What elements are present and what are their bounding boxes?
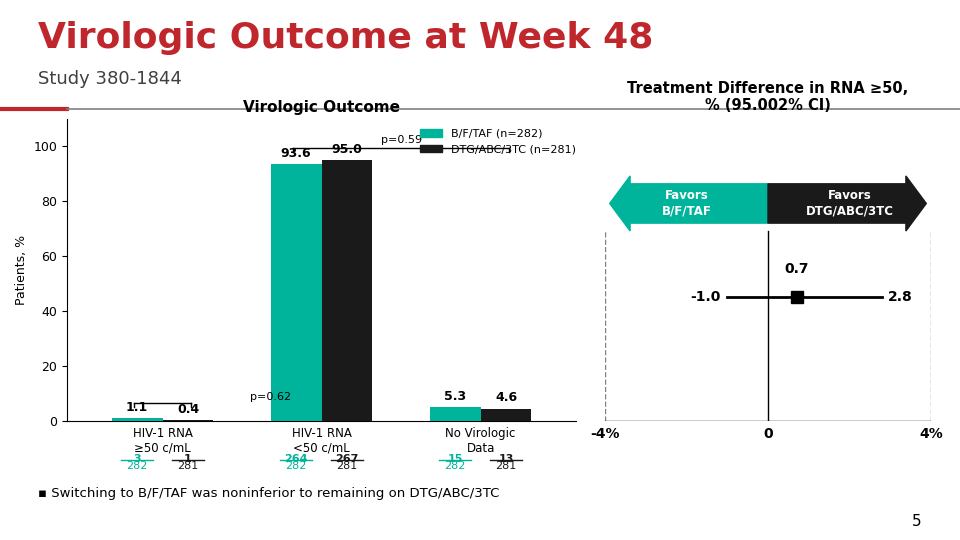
Text: 267: 267 [335,454,359,464]
Text: 282: 282 [285,461,307,471]
Text: 281: 281 [495,461,516,471]
Text: 1.1: 1.1 [126,401,148,414]
Text: 93.6: 93.6 [281,147,311,160]
Title: Virologic Outcome: Virologic Outcome [243,100,400,115]
Text: 13: 13 [498,454,514,464]
Text: 15: 15 [447,454,463,464]
Title: Treatment Difference in RNA ≥50,
% (95.002% CI): Treatment Difference in RNA ≥50, % (95.0… [628,81,908,113]
Text: 282: 282 [444,461,466,471]
Legend: B/F/TAF (n=282), DTG/ABC/3TC (n=281): B/F/TAF (n=282), DTG/ABC/3TC (n=281) [416,124,581,159]
Bar [481,409,532,421]
Text: 281: 281 [178,461,199,471]
Text: Favors
B/F/TAF: Favors B/F/TAF [661,190,711,218]
FancyArrow shape [610,176,768,231]
Bar [162,420,213,421]
Text: 282: 282 [127,461,148,471]
Text: Study 380-1844: Study 380-1844 [38,70,182,88]
Text: 5.3: 5.3 [444,389,467,402]
Text: 5: 5 [912,514,922,529]
Text: ▪ Switching to B/F/TAF was noninferior to remaining on DTG/ABC/3TC: ▪ Switching to B/F/TAF was noninferior t… [38,487,500,500]
Text: p=0.62: p=0.62 [250,392,291,402]
Text: 4.6: 4.6 [495,392,517,404]
FancyArrow shape [768,176,926,231]
Text: 264: 264 [284,454,308,464]
Text: 1: 1 [184,454,192,464]
Text: 281: 281 [336,461,358,471]
Text: 0.7: 0.7 [784,262,809,276]
Y-axis label: Patients, %: Patients, % [15,235,28,305]
Text: Favors
DTG/ABC/3TC: Favors DTG/ABC/3TC [805,190,894,218]
Bar [271,164,322,421]
Text: p=0.59: p=0.59 [380,136,421,145]
Text: -1.0: -1.0 [690,290,721,304]
Text: 0.4: 0.4 [177,403,199,416]
Bar [111,418,162,421]
Text: Virologic Outcome at Week 48: Virologic Outcome at Week 48 [38,22,654,56]
Bar [322,160,372,421]
Text: 2.8: 2.8 [888,290,913,304]
Text: 95.0: 95.0 [331,143,363,156]
Text: 3: 3 [133,454,141,464]
Bar [430,407,481,421]
